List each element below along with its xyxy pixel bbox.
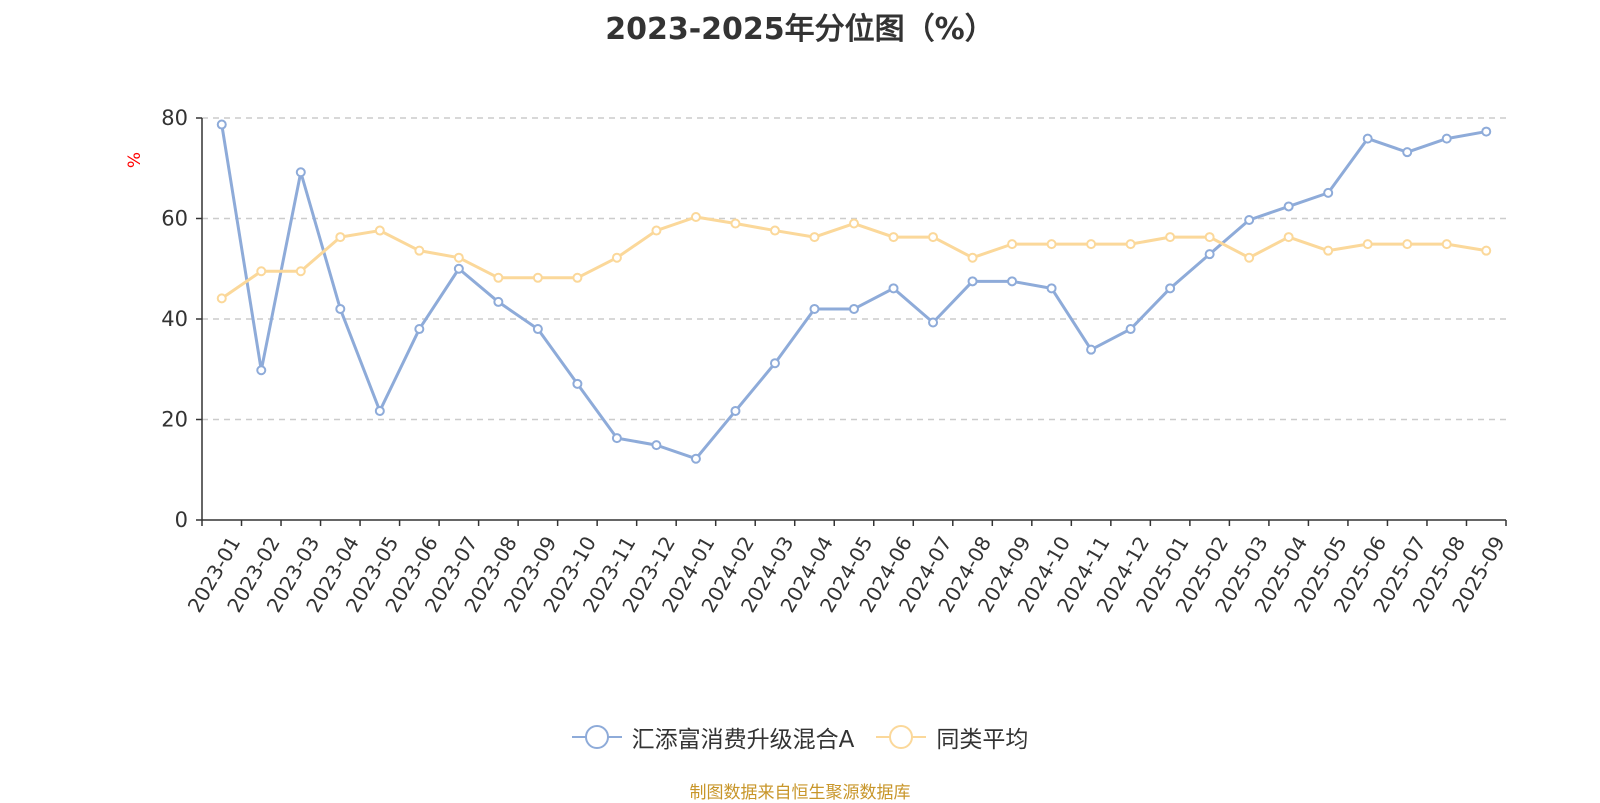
data-point-series-2[interactable] <box>1402 239 1413 250</box>
legend-item-series-1[interactable]: 汇添富消费升级混合A <box>571 720 855 754</box>
data-point-series-2[interactable] <box>216 293 227 304</box>
grid-lines <box>202 117 1506 421</box>
series-line-1 <box>220 124 1487 461</box>
data-point-series-2[interactable] <box>1362 239 1373 250</box>
y-tick-label: 20 <box>161 408 188 432</box>
data-point-series-2[interactable] <box>453 252 464 263</box>
y-tick-labels: 0 20 40 60 80 <box>161 106 188 532</box>
data-point-series-2[interactable] <box>1323 245 1334 256</box>
chart-title: 2023-2025年分位图（%） <box>605 12 995 47</box>
data-point-series-2[interactable] <box>1165 232 1176 243</box>
data-point-series-1[interactable] <box>216 119 227 130</box>
data-point-series-2[interactable] <box>888 232 899 243</box>
data-point-series-1[interactable] <box>1125 324 1136 335</box>
data-point-series-1[interactable] <box>690 453 701 464</box>
data-point-series-2[interactable] <box>1204 232 1215 243</box>
data-point-series-1[interactable] <box>1086 344 1097 355</box>
data-point-series-1[interactable] <box>295 167 306 178</box>
data-point-series-2[interactable] <box>414 245 425 256</box>
data-point-series-2[interactable] <box>295 266 306 277</box>
series-points <box>216 119 1492 464</box>
data-point-series-2[interactable] <box>1283 232 1294 243</box>
data-point-series-1[interactable] <box>888 283 899 294</box>
data-point-series-1[interactable] <box>1481 126 1492 137</box>
data-point-series-2[interactable] <box>493 272 504 283</box>
data-point-series-1[interactable] <box>1362 133 1373 144</box>
data-point-series-2[interactable] <box>335 232 346 243</box>
data-point-series-2[interactable] <box>1086 239 1097 250</box>
data-point-series-1[interactable] <box>651 440 662 451</box>
data-point-series-1[interactable] <box>453 263 464 274</box>
data-point-series-1[interactable] <box>769 358 780 369</box>
data-point-series-2[interactable] <box>967 252 978 263</box>
y-axis-label: % <box>125 152 145 168</box>
data-point-series-2[interactable] <box>572 272 583 283</box>
data-point-series-2[interactable] <box>690 211 701 222</box>
data-point-series-1[interactable] <box>1402 147 1413 158</box>
axes <box>196 117 1507 526</box>
legend-marker-icon <box>876 725 927 749</box>
data-point-series-2[interactable] <box>1481 245 1492 256</box>
data-point-series-2[interactable] <box>374 225 385 236</box>
x-tick-labels: 2023-012023-022023-032023-042023-052023-… <box>183 532 1510 616</box>
legend-item-series-2[interactable]: 同类平均 <box>876 720 1028 754</box>
data-point-series-1[interactable] <box>611 433 622 444</box>
data-point-series-1[interactable] <box>1204 249 1215 260</box>
series-lines <box>220 124 1487 461</box>
series-line-2 <box>220 215 1487 300</box>
data-source-note: 制图数据来自恒生聚源数据库 <box>689 783 911 803</box>
data-point-series-2[interactable] <box>532 272 543 283</box>
data-point-series-2[interactable] <box>256 266 267 277</box>
data-point-series-2[interactable] <box>928 232 939 243</box>
data-point-series-1[interactable] <box>414 324 425 335</box>
legend: 汇添富消费升级混合A 同类平均 <box>0 720 1600 754</box>
data-point-series-1[interactable] <box>1165 283 1176 294</box>
data-point-series-2[interactable] <box>809 232 820 243</box>
y-tick-label: 40 <box>161 307 188 331</box>
y-tick-label: 60 <box>161 207 188 231</box>
data-point-series-2[interactable] <box>1244 252 1255 263</box>
data-point-series-1[interactable] <box>1046 283 1057 294</box>
data-point-series-1[interactable] <box>1283 201 1294 212</box>
data-point-series-1[interactable] <box>532 324 543 335</box>
data-point-series-1[interactable] <box>374 405 385 416</box>
legend-label: 汇添富消费升级混合A <box>631 727 855 753</box>
legend-marker-icon <box>571 725 622 749</box>
data-point-series-2[interactable] <box>651 225 662 236</box>
data-point-series-1[interactable] <box>572 378 583 389</box>
data-point-series-1[interactable] <box>1244 215 1255 226</box>
data-point-series-1[interactable] <box>493 296 504 307</box>
data-point-series-2[interactable] <box>1007 239 1018 250</box>
data-point-series-1[interactable] <box>967 276 978 287</box>
data-point-series-1[interactable] <box>256 365 267 376</box>
data-point-series-1[interactable] <box>1323 187 1334 198</box>
data-point-series-1[interactable] <box>1007 276 1018 287</box>
data-point-series-1[interactable] <box>849 303 859 314</box>
data-point-series-2[interactable] <box>611 252 622 263</box>
data-point-series-1[interactable] <box>809 303 820 314</box>
data-point-series-2[interactable] <box>769 225 780 236</box>
data-point-series-1[interactable] <box>730 405 741 416</box>
data-point-series-2[interactable] <box>1125 239 1136 250</box>
data-point-series-2[interactable] <box>1441 239 1452 250</box>
data-point-series-1[interactable] <box>928 317 939 328</box>
data-point-series-2[interactable] <box>849 218 859 229</box>
data-point-series-1[interactable] <box>335 303 346 314</box>
data-point-series-2[interactable] <box>1046 239 1057 250</box>
y-tick-label: 0 <box>175 508 188 532</box>
data-point-series-1[interactable] <box>1441 133 1452 144</box>
y-tick-label: 80 <box>161 106 188 130</box>
legend-label: 同类平均 <box>936 727 1029 753</box>
data-point-series-2[interactable] <box>730 218 741 229</box>
